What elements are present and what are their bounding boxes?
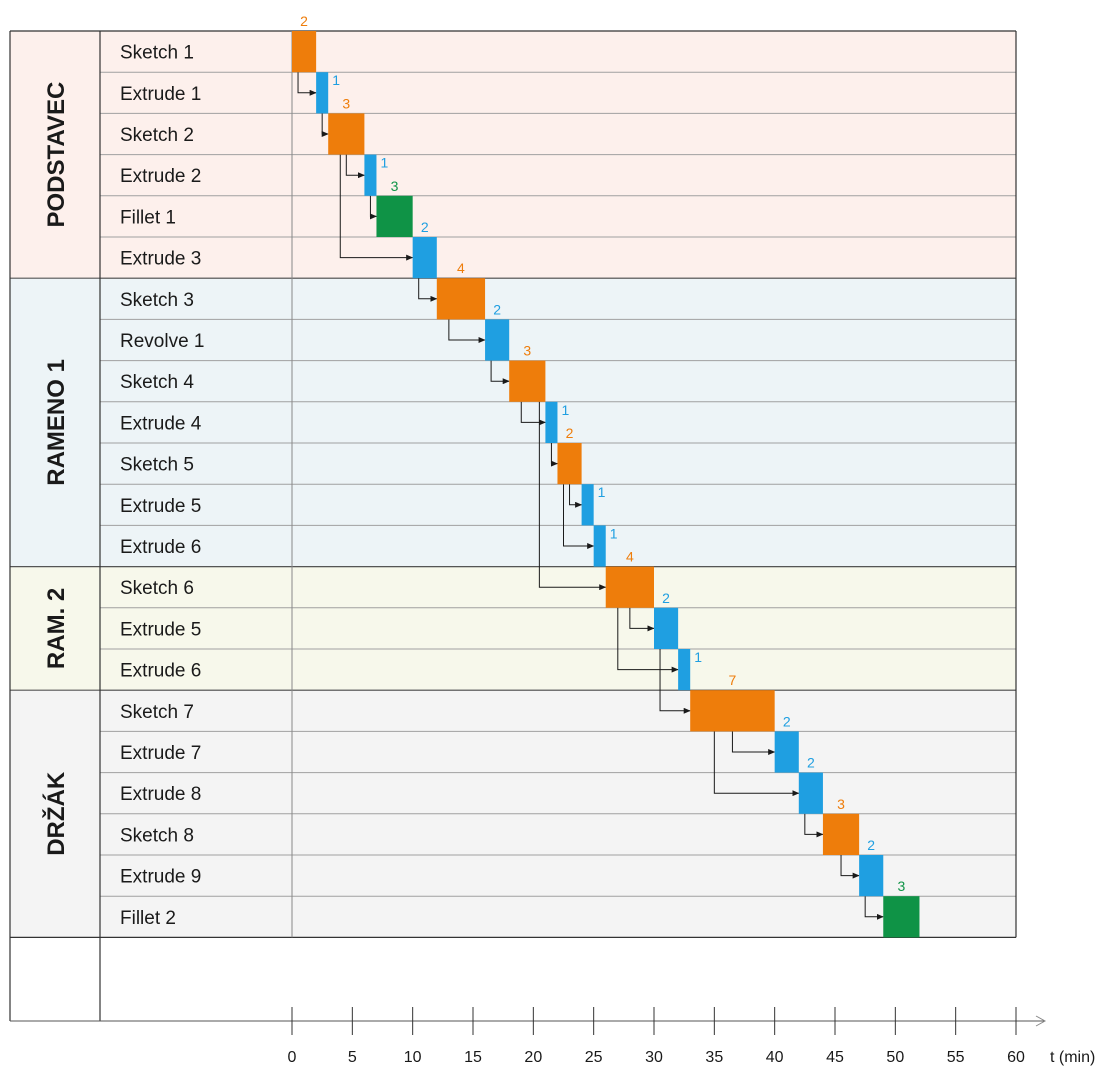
task-bar bbox=[582, 484, 594, 525]
row-label: Extrude 6 bbox=[120, 537, 201, 558]
group-label: RAM. 2 bbox=[43, 588, 70, 669]
row-label: Revolve 1 bbox=[120, 331, 205, 352]
task-bar bbox=[316, 72, 328, 113]
x-tick-label: 45 bbox=[826, 1049, 844, 1066]
x-axis-label: t (min) bbox=[1050, 1049, 1095, 1066]
task-bar bbox=[292, 31, 316, 72]
x-tick-label: 55 bbox=[947, 1049, 965, 1066]
task-bar bbox=[654, 608, 678, 649]
task-bar bbox=[799, 773, 823, 814]
duration-label: 1 bbox=[380, 155, 388, 171]
task-bar bbox=[557, 443, 581, 484]
duration-label: 3 bbox=[837, 796, 845, 812]
row-label: Extrude 4 bbox=[120, 413, 202, 434]
task-bar bbox=[364, 155, 376, 196]
duration-label: 3 bbox=[342, 95, 350, 111]
task-bar bbox=[690, 690, 774, 731]
task-bar bbox=[775, 731, 799, 772]
task-bar bbox=[883, 896, 919, 937]
group-label: DRŽÁK bbox=[42, 771, 70, 856]
row-label: Extrude 3 bbox=[120, 249, 201, 270]
duration-label: 1 bbox=[598, 484, 606, 500]
duration-label: 2 bbox=[867, 837, 875, 853]
row-label: Extrude 6 bbox=[120, 661, 201, 682]
time-axis: 0 5 10 15 20 25 30 35 40 45 50 55 60 t (min) bbox=[10, 1007, 1095, 1066]
x-tick-label: 60 bbox=[1007, 1049, 1025, 1066]
task-bar bbox=[485, 319, 509, 360]
row-label: Fillet 1 bbox=[120, 207, 176, 228]
x-tick-label: 30 bbox=[645, 1049, 663, 1066]
duration-label: 2 bbox=[493, 301, 501, 317]
task-bar bbox=[678, 649, 690, 690]
row-label: Extrude 5 bbox=[120, 496, 201, 517]
row-label: Sketch 8 bbox=[120, 825, 194, 846]
row-label: Sketch 3 bbox=[120, 290, 194, 311]
duration-label: 1 bbox=[332, 72, 340, 88]
task-bar bbox=[413, 237, 437, 278]
duration-label: 2 bbox=[566, 425, 574, 441]
row-label: Sketch 1 bbox=[120, 43, 194, 64]
row-label: Extrude 7 bbox=[120, 743, 201, 764]
task-bar bbox=[606, 567, 654, 608]
task-bar bbox=[594, 525, 606, 566]
task-bar bbox=[437, 278, 485, 319]
duration-label: 2 bbox=[783, 713, 791, 729]
row-label: Fillet 2 bbox=[120, 908, 176, 929]
duration-label: 3 bbox=[391, 178, 399, 194]
duration-label: 3 bbox=[897, 878, 905, 894]
task-bar bbox=[328, 113, 364, 154]
row-label: Sketch 7 bbox=[120, 702, 194, 723]
duration-label: 2 bbox=[807, 755, 815, 771]
task-bar bbox=[823, 814, 859, 855]
row-label: Extrude 1 bbox=[120, 84, 201, 105]
row-label: Extrude 2 bbox=[120, 166, 201, 187]
duration-label: 1 bbox=[694, 649, 702, 665]
x-tick-label: 40 bbox=[766, 1049, 784, 1066]
row-label: Sketch 5 bbox=[120, 455, 194, 476]
x-tick-label: 20 bbox=[524, 1049, 542, 1066]
duration-label: 2 bbox=[300, 13, 308, 29]
x-tick-label: 0 bbox=[288, 1049, 297, 1066]
duration-label: 1 bbox=[610, 525, 618, 541]
duration-label: 3 bbox=[523, 343, 531, 359]
task-bar bbox=[545, 402, 557, 443]
duration-label: 4 bbox=[457, 260, 465, 276]
task-bar bbox=[859, 855, 883, 896]
x-tick-label: 10 bbox=[404, 1049, 422, 1066]
task-bar bbox=[509, 361, 545, 402]
x-tick-label: 50 bbox=[886, 1049, 904, 1066]
x-tick-label: 25 bbox=[585, 1049, 603, 1066]
row-label: Sketch 4 bbox=[120, 372, 194, 393]
row-label: Extrude 8 bbox=[120, 784, 201, 805]
row-label: Extrude 5 bbox=[120, 619, 201, 640]
duration-label: 2 bbox=[662, 590, 670, 606]
task-bar bbox=[376, 196, 412, 237]
group-label: PODSTAVEC bbox=[43, 82, 70, 228]
row-label: Extrude 9 bbox=[120, 867, 201, 888]
duration-label: 1 bbox=[561, 402, 569, 418]
duration-label: 4 bbox=[626, 549, 634, 565]
duration-label: 2 bbox=[421, 219, 429, 235]
row-label: Sketch 6 bbox=[120, 578, 194, 599]
duration-label: 7 bbox=[729, 672, 737, 688]
x-tick-label: 5 bbox=[348, 1049, 357, 1066]
group-label: RAMENO 1 bbox=[43, 359, 70, 486]
x-tick-label: 15 bbox=[464, 1049, 482, 1066]
row-label: Sketch 2 bbox=[120, 125, 194, 146]
x-tick-label: 35 bbox=[705, 1049, 723, 1066]
